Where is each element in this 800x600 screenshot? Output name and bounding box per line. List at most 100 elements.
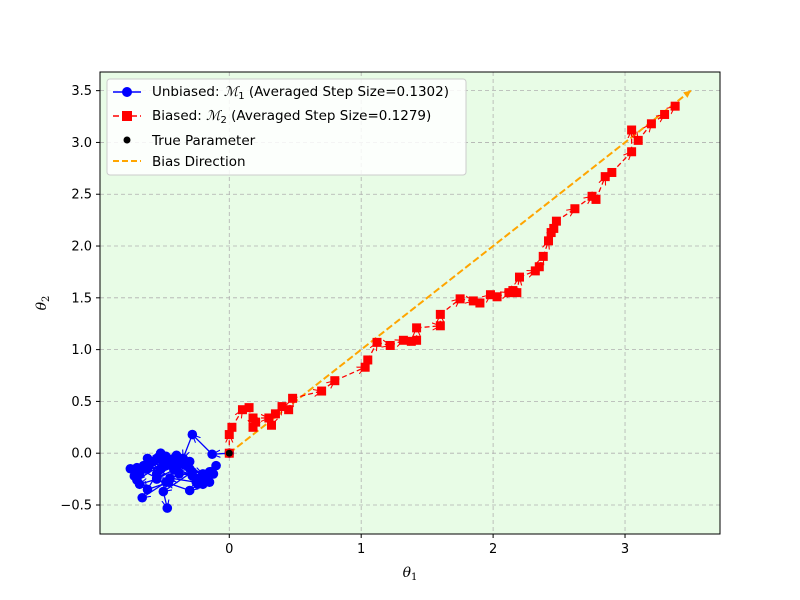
point-biased (248, 413, 258, 423)
point-biased (600, 172, 610, 182)
legend-marker-true-parameter (123, 136, 131, 144)
point-biased (264, 413, 274, 423)
point-biased (492, 292, 502, 302)
y-tick-label: 0.5 (71, 395, 92, 410)
point-biased (317, 386, 327, 396)
point-biased (512, 288, 522, 298)
point-biased (607, 167, 617, 177)
point-biased (514, 272, 524, 282)
point-unbiased (151, 473, 162, 483)
step-arrow-biased (334, 366, 365, 382)
point-unbiased (142, 463, 153, 474)
point-biased (277, 402, 287, 412)
point-unbiased (158, 486, 169, 497)
point-unbiased (207, 449, 217, 460)
y-tick-label: 0.0 (71, 447, 92, 462)
point-biased (372, 337, 382, 347)
y-tick-label: 3.0 (71, 136, 92, 151)
point-biased (227, 422, 237, 432)
point-unbiased (192, 479, 203, 490)
ticks: 0 1 2 3 −0.5 0.0 0.5 1.0 1.5 2.0 2.5 3.0 3.5 (60, 84, 629, 557)
point-biased (468, 296, 478, 306)
point-unbiased (211, 460, 221, 471)
point-biased (549, 223, 559, 233)
point-biased (237, 405, 247, 415)
bias-direction-arrowhead (683, 90, 691, 98)
plot-layer (125, 89, 692, 513)
y-tick-label: 3.5 (71, 84, 92, 99)
point-biased (360, 362, 370, 372)
point-biased (591, 194, 601, 204)
point-biased (385, 340, 395, 350)
point-biased (288, 393, 298, 403)
point-unbiased (163, 477, 174, 488)
point-biased (363, 355, 373, 365)
point-biased (455, 294, 465, 304)
x-tick-label: 1 (357, 542, 365, 557)
point-unbiased (184, 456, 195, 467)
point-unbiased (137, 492, 148, 503)
plot-frame (99, 71, 721, 535)
y-axis-label: θ2 (34, 296, 52, 311)
point-biased (435, 321, 445, 331)
point-unbiased (142, 484, 153, 495)
point-biased (330, 376, 340, 386)
point-biased (544, 236, 554, 246)
point-unbiased (204, 477, 215, 488)
point-unbiased (158, 458, 169, 469)
point-unbiased (184, 485, 195, 496)
point-unbiased (125, 463, 136, 474)
point-unbiased (162, 503, 173, 513)
point-unbiased (187, 429, 198, 440)
point-biased (627, 147, 637, 157)
step-arrow-unbiased (163, 471, 193, 492)
point-biased (633, 135, 643, 145)
point-unbiased (187, 467, 198, 477)
x-tick-label: 0 (225, 542, 233, 557)
point-biased (248, 422, 258, 432)
x-tick-label: 2 (489, 542, 497, 557)
point-biased (570, 204, 580, 214)
point-biased (551, 216, 561, 226)
x-axis-label: θ1 (403, 565, 418, 583)
point-biased (266, 420, 276, 430)
point-biased (435, 309, 445, 319)
legend-marker-biased (122, 111, 132, 121)
legend-label-biased: Biased: ℳ2 (Averaged Step Size=0.1279) (152, 108, 431, 126)
y-tick-label: −0.5 (60, 498, 92, 513)
point-biased (660, 109, 670, 119)
point-unbiased (151, 453, 162, 464)
point-biased (224, 430, 234, 440)
point-biased (534, 262, 544, 272)
legend-label-unbiased: Unbiased: ℳ1 (Averaged Step Size=0.1302) (152, 84, 449, 102)
y-tick-label: 1.0 (71, 343, 92, 358)
legend-box (106, 78, 467, 176)
x-tick-label: 3 (621, 542, 629, 557)
point-biased (627, 125, 637, 135)
y-tick-label: 1.5 (71, 291, 92, 306)
legend-label-true-parameter: True Parameter (151, 133, 256, 149)
bias-direction-line (228, 89, 692, 454)
point-biased (646, 119, 656, 129)
point-biased (412, 323, 422, 333)
point-biased (475, 298, 485, 308)
legend: Unbiased: ℳ1 (Averaged Step Size=0.1302)… (106, 78, 467, 176)
point-unbiased (174, 469, 184, 479)
y-tick-label: 2.0 (71, 240, 92, 255)
point-biased (244, 403, 254, 413)
point-biased (485, 290, 495, 300)
point-biased (284, 405, 294, 415)
point-biased (538, 251, 548, 261)
point-biased (398, 335, 408, 345)
point-biased (412, 335, 422, 345)
true-parameter-point (225, 449, 233, 457)
y-tick-label: 2.5 (71, 188, 92, 203)
legend-marker-unbiased (122, 87, 132, 97)
step-arrow-biased (292, 391, 322, 399)
series-unbiased (125, 429, 235, 513)
point-biased (406, 336, 416, 346)
legend-label-bias-direction: Bias Direction (152, 154, 246, 170)
point-biased (270, 409, 280, 419)
point-unbiased (208, 469, 219, 479)
